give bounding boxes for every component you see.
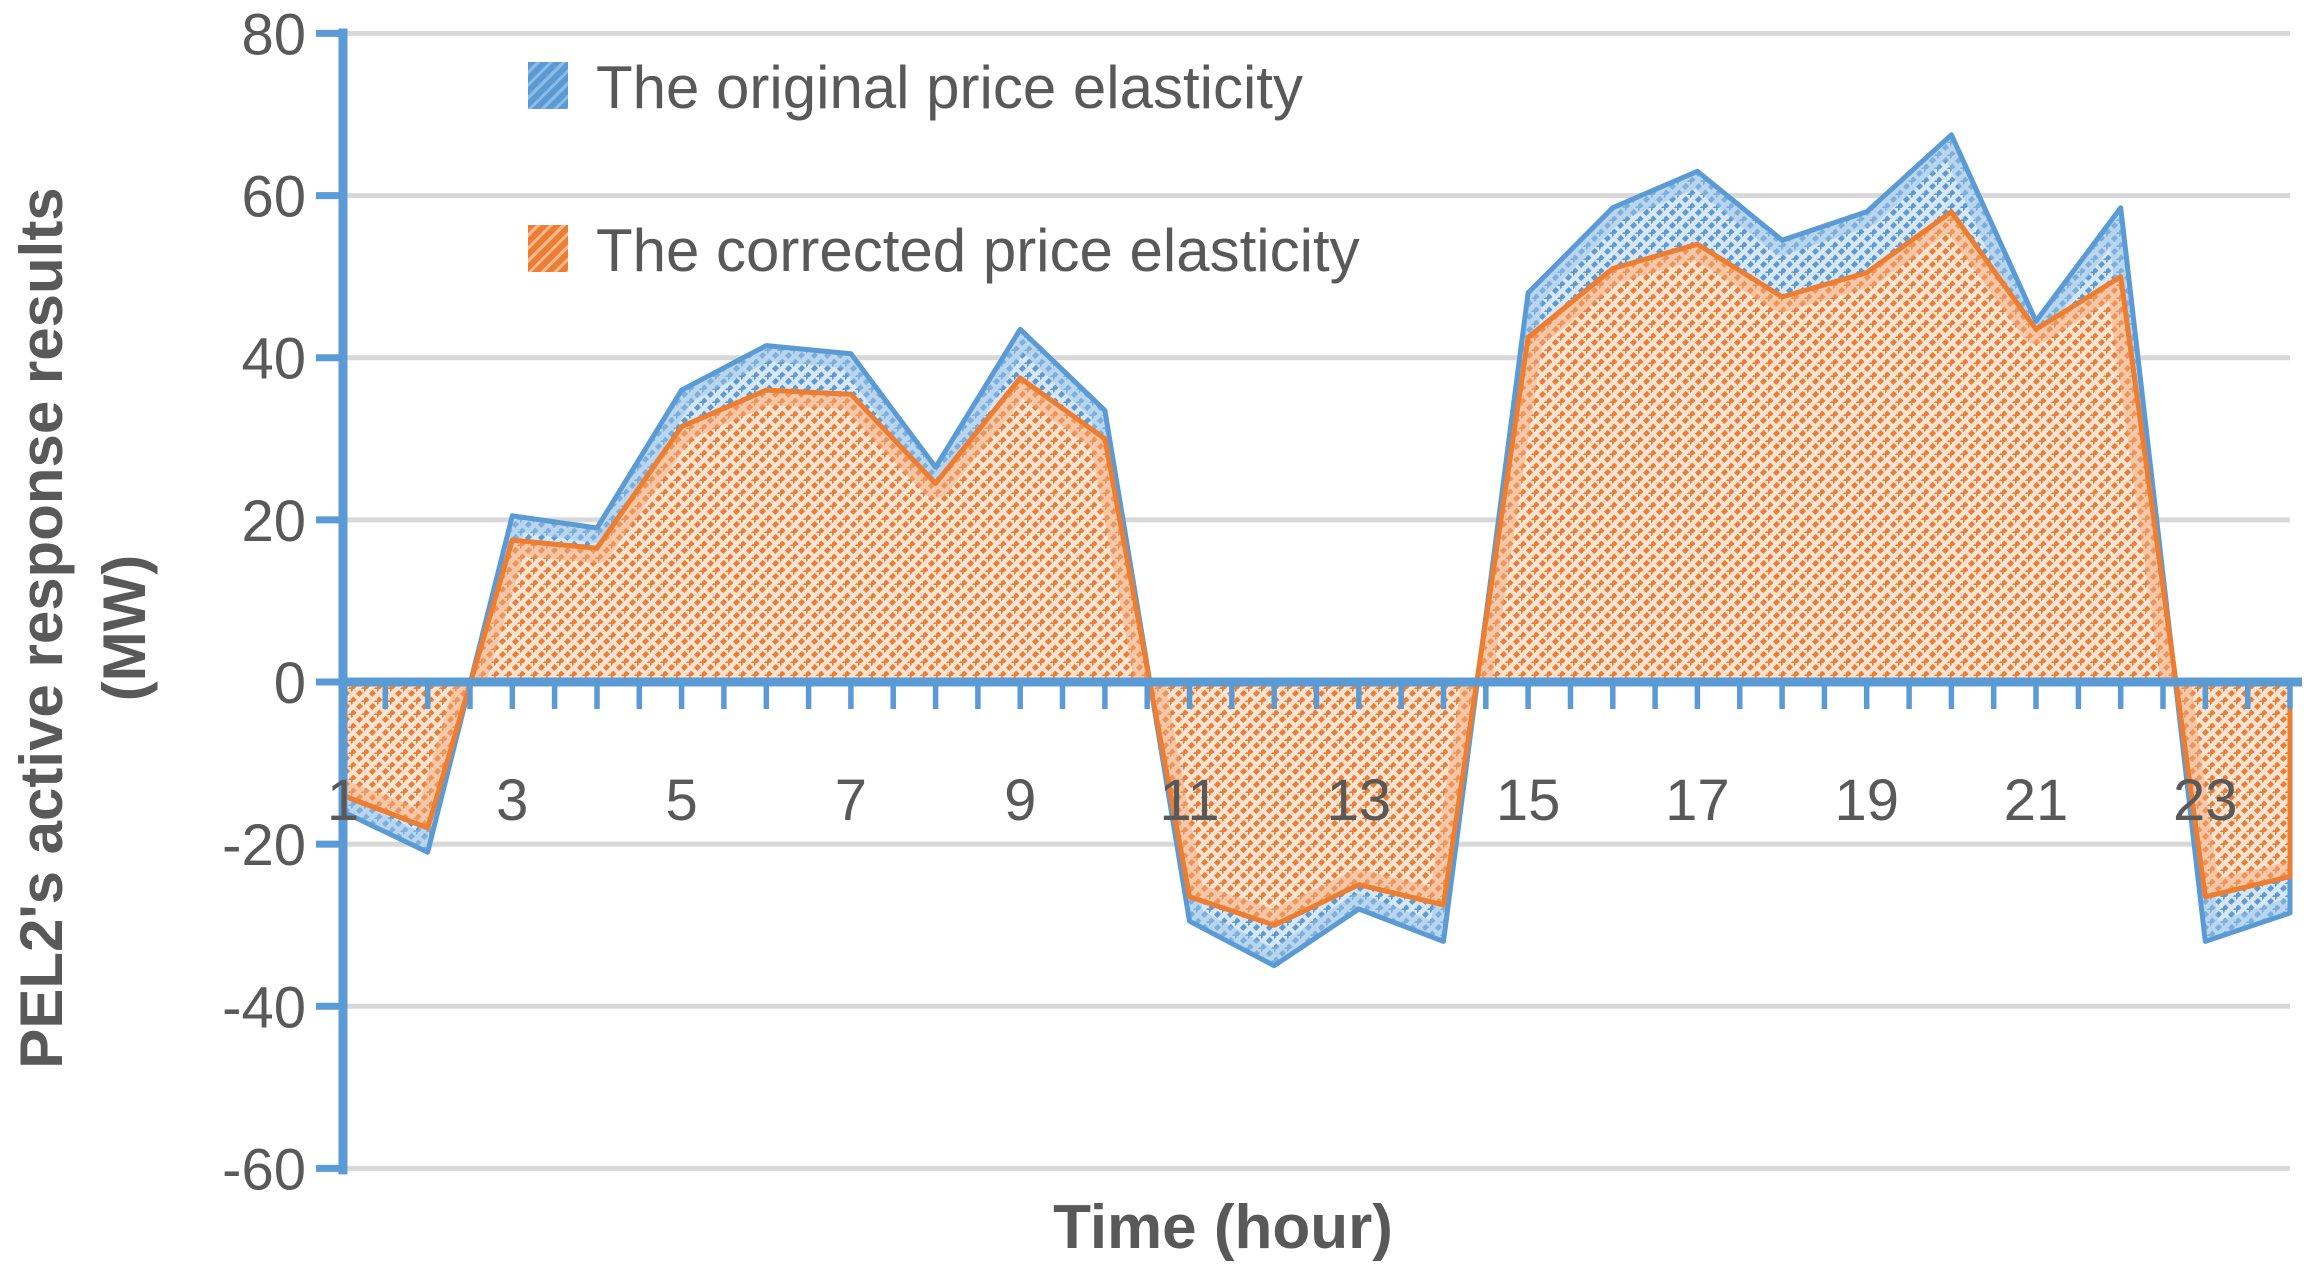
y-tick-label-20: 20 xyxy=(241,489,306,554)
x-tick-label-17: 17 xyxy=(1665,768,1730,833)
y-tick-label-40: 40 xyxy=(241,327,306,392)
y-tick-label--20: -20 xyxy=(222,813,306,878)
x-tick-label-11: 11 xyxy=(1159,768,1219,833)
x-tick-label-1: 1 xyxy=(327,768,359,833)
x-tick-label-21: 21 xyxy=(2004,768,2069,833)
legend-label-original: The original price elasticity xyxy=(596,54,1303,121)
y-axis-title-units: (MW) xyxy=(91,554,158,702)
y-tick-label-60: 60 xyxy=(241,165,306,230)
y-tick-label--60: -60 xyxy=(222,1137,306,1202)
legend-swatch-corrected-icon xyxy=(528,225,568,272)
legend-swatch-original-icon xyxy=(528,62,568,109)
y-axis-title: PEL2's active response results xyxy=(8,187,75,1069)
x-tick-label-5: 5 xyxy=(665,768,697,833)
legend-label-corrected: The corrected price elasticity xyxy=(596,217,1360,284)
y-tick-label-80: 80 xyxy=(241,2,306,67)
corrected-area-hatch xyxy=(343,211,2290,926)
x-axis-title: Time (hour) xyxy=(1053,1193,1393,1262)
x-tick-label-19: 19 xyxy=(1834,768,1899,833)
y-tick-label-0: 0 xyxy=(274,651,306,716)
x-tick-label-3: 3 xyxy=(496,768,528,833)
x-tick-label-13: 13 xyxy=(1327,768,1392,833)
legend-item-corrected: The corrected price elasticity xyxy=(528,215,1360,287)
x-tick-label-23: 23 xyxy=(2173,768,2238,833)
x-tick-label-15: 15 xyxy=(1496,768,1561,833)
x-tick-label-9: 9 xyxy=(1004,768,1036,833)
y-tick-label--40: -40 xyxy=(222,975,306,1040)
x-tick-label-7: 7 xyxy=(835,768,867,833)
corrected-boundary-line xyxy=(340,209,2293,928)
legend-item-original: The original price elasticity xyxy=(528,52,1303,124)
